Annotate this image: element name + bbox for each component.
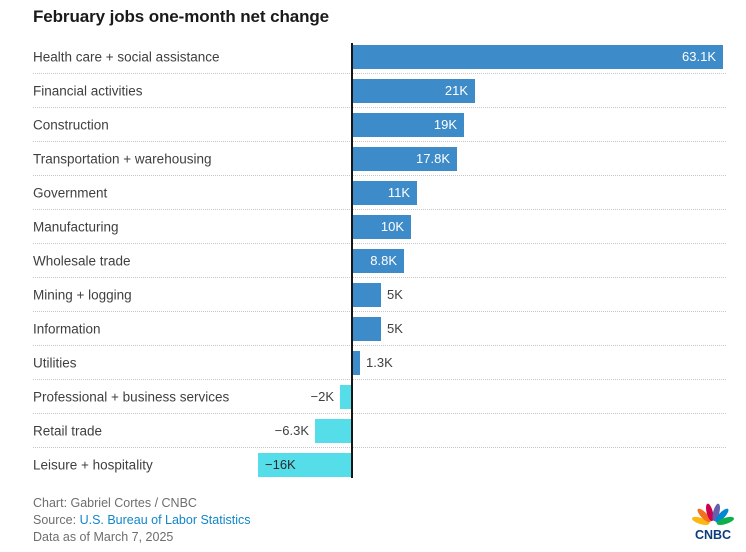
row-separator	[33, 243, 726, 244]
bar	[258, 453, 352, 477]
row-separator	[33, 413, 726, 414]
bar	[352, 113, 464, 137]
row-separator	[33, 277, 726, 278]
value-label: −2K	[310, 389, 335, 404]
row-separator	[33, 447, 726, 448]
bar	[352, 147, 457, 171]
value-label: 1.3K	[366, 355, 393, 370]
peacock-feather	[697, 508, 711, 523]
data-note: Data as of March 7, 2025	[33, 530, 174, 544]
cnbc-logo: CNBC	[690, 501, 736, 543]
chart-row: Wholesale trade 8.8K	[0, 244, 746, 278]
bar	[352, 45, 723, 69]
bar	[315, 419, 352, 443]
bar-chart: Health care + social assistance 63.1K Fina…	[0, 40, 746, 482]
category-label: Transportation + warehousing	[33, 151, 212, 167]
chart-row: Information 5K	[0, 312, 746, 346]
bar	[352, 351, 360, 375]
row-separator	[33, 345, 726, 346]
category-label: Retail trade	[33, 423, 103, 439]
chart-row: Transportation + warehousing 17.8K	[0, 142, 746, 176]
peacock-feather	[712, 503, 720, 522]
value-label: 5K	[387, 321, 403, 336]
chart-row: Financial activities 21K	[0, 74, 746, 108]
source-line: Source: U.S. Bureau of Labor Statistics	[33, 512, 250, 529]
value-label: 11K	[387, 185, 410, 200]
value-label: 21K	[444, 83, 468, 98]
row-separator	[33, 73, 726, 74]
category-label: Financial activities	[33, 83, 143, 99]
peacock-feather	[706, 503, 714, 522]
category-label: Wholesale trade	[33, 253, 131, 269]
chart-row: Utilities 1.3K	[0, 346, 746, 380]
cnbc-peacock-icon: CNBC	[692, 503, 734, 542]
bar	[352, 79, 475, 103]
source-link[interactable]: U.S. Bureau of Labor Statistics	[79, 513, 251, 527]
category-label: Government	[33, 185, 108, 201]
category-label: Health care + social assistance	[33, 49, 220, 65]
chart-row: Retail trade −6.3K	[0, 414, 746, 448]
peacock-feather	[716, 516, 734, 526]
zero-axis-line	[351, 43, 353, 478]
value-label: 5K	[387, 287, 403, 302]
chart-row: Leisure + hospitality −16K	[0, 448, 746, 482]
value-label: −6.3K	[274, 423, 309, 438]
row-separator	[33, 311, 726, 312]
category-label: Manufacturing	[33, 219, 119, 235]
chart-footer: Chart: Gabriel Cortes / CNBC Source: U.S…	[33, 495, 250, 546]
bar	[352, 215, 411, 239]
value-label: 17.8K	[416, 151, 450, 166]
source-prefix: Source:	[33, 513, 80, 527]
row-separator	[33, 141, 726, 142]
category-label: Information	[33, 321, 101, 337]
category-label: Mining + logging	[33, 287, 132, 303]
value-label: 10K	[380, 219, 404, 234]
value-label: −16K	[265, 457, 296, 472]
row-separator	[33, 379, 726, 380]
cnbc-wordmark: CNBC	[695, 528, 731, 542]
category-label: Leisure + hospitality	[33, 457, 153, 473]
chart-title: February jobs one-month net change	[33, 7, 330, 26]
chart-row: Health care + social assistance 63.1K	[0, 40, 746, 74]
peacock-feather	[715, 508, 729, 523]
category-label: Utilities	[33, 355, 77, 371]
row-separator	[33, 209, 726, 210]
peacock-feather	[692, 516, 710, 526]
row-separator	[33, 107, 726, 108]
bar	[352, 249, 404, 273]
row-separator	[33, 175, 726, 176]
chart-row: Construction 19K	[0, 108, 746, 142]
chart-row: Manufacturing 10K	[0, 210, 746, 244]
bar	[352, 181, 417, 205]
bar	[352, 317, 381, 341]
chart-row: Professional + business services −2K	[0, 380, 746, 414]
bar	[340, 385, 352, 409]
value-label: 8.8K	[370, 253, 397, 268]
value-label: 19K	[433, 117, 457, 132]
chart-credit: Chart: Gabriel Cortes / CNBC	[33, 496, 197, 510]
value-label: 63.1K	[682, 49, 716, 64]
category-label: Construction	[33, 117, 109, 133]
chart-row: Mining + logging 5K	[0, 278, 746, 312]
bar	[352, 283, 381, 307]
category-label: Professional + business services	[33, 389, 230, 405]
chart-row: Government 11K	[0, 176, 746, 210]
